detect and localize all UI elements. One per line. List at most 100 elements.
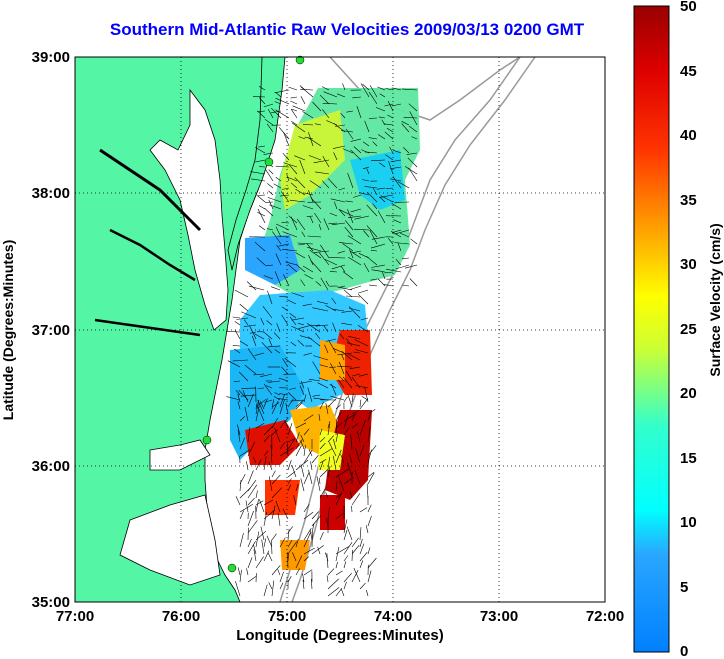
velocity-vector	[238, 371, 249, 382]
velocity-vector	[259, 499, 265, 513]
velocity-vector	[401, 123, 410, 133]
velocity-vector	[239, 479, 242, 492]
velocity-vector	[358, 373, 369, 377]
velocity-vector	[347, 394, 353, 408]
velocity-vector	[342, 271, 354, 280]
velocity-vector	[268, 190, 274, 196]
colorbar-tick-label: 40	[680, 127, 697, 144]
velocity-vector	[372, 141, 378, 147]
velocity-vector	[263, 152, 274, 155]
velocity-vector	[299, 380, 313, 384]
velocity-vector	[278, 377, 289, 382]
velocity-vector	[359, 192, 370, 196]
velocity-vector	[347, 335, 361, 340]
velocity-vector	[359, 543, 365, 555]
velocity-vector	[319, 252, 330, 266]
velocity-vector	[295, 422, 307, 429]
velocity-vector	[359, 538, 363, 548]
velocity-vector	[300, 464, 305, 478]
velocity-vector	[234, 348, 241, 354]
velocity-vector	[270, 107, 282, 119]
velocity-vector	[329, 212, 338, 217]
velocity-vector	[264, 207, 274, 217]
velocity-vector	[384, 103, 394, 107]
velocity-vector	[328, 339, 337, 354]
velocity-vector	[226, 331, 241, 333]
velocity-vector	[321, 86, 330, 91]
velocity-vector	[395, 259, 402, 266]
velocity-vector	[288, 215, 298, 224]
y-axis-label: Latitude (Degrees:Minutes)	[0, 240, 16, 420]
velocity-vector	[307, 235, 322, 238]
velocity-vector	[385, 187, 394, 189]
velocity-vector	[347, 353, 361, 361]
velocity-vector	[335, 481, 338, 492]
velocity-vector	[390, 166, 402, 170]
velocity-vector	[331, 297, 337, 305]
velocity-vector	[239, 510, 244, 520]
velocity-vector	[362, 141, 370, 147]
velocity-vector	[263, 584, 268, 597]
velocity-vector	[300, 86, 314, 98]
velocity-vector	[235, 496, 241, 506]
velocity-patch-north-yellow	[280, 110, 345, 210]
velocity-vector	[366, 589, 369, 597]
velocity-vector	[234, 321, 241, 326]
velocity-vector	[350, 138, 362, 142]
velocity-vector	[288, 392, 297, 401]
velocity-vector	[379, 162, 386, 168]
station-marker-4	[227, 563, 237, 573]
velocity-vector	[330, 383, 337, 396]
velocity-vector	[351, 422, 359, 429]
velocity-vector	[351, 549, 353, 562]
velocity-vector	[387, 238, 394, 245]
x-axis: 77:00 76:00 75:00 74:00 73:00 72:00 Long…	[56, 608, 624, 644]
velocity-vector	[247, 348, 257, 361]
velocity-vector	[322, 109, 330, 119]
colorbar-ticks: 50 45 40 35 30 25 20 15 10 5 0	[680, 0, 697, 659]
velocity-vector	[361, 396, 369, 401]
velocity-vector	[239, 504, 253, 513]
velocity-vector	[264, 118, 274, 126]
velocity-vector	[249, 325, 257, 340]
velocity-vector	[327, 435, 334, 443]
velocity-vector	[393, 219, 402, 224]
velocity-vector	[341, 322, 353, 326]
velocity-vector	[341, 354, 345, 361]
velocity-vector	[281, 314, 289, 326]
velocity-vector	[385, 154, 394, 161]
velocity-vector	[384, 271, 394, 274]
velocity-vector	[279, 295, 289, 298]
velocity-patch-se-red	[325, 410, 372, 500]
velocity-vector	[327, 456, 330, 471]
velocity-vector	[270, 286, 281, 291]
velocity-vector	[339, 333, 345, 340]
velocity-vector	[290, 96, 298, 99]
velocity-vector	[307, 387, 313, 403]
velocity-vector	[291, 317, 305, 321]
velocity-vector	[411, 136, 418, 140]
velocity-vector	[237, 429, 241, 443]
velocity-vector	[367, 515, 372, 527]
land-delmarva	[227, 57, 286, 271]
velocity-vector	[295, 402, 303, 410]
velocity-vector	[367, 409, 376, 415]
velocity-vector	[271, 539, 273, 555]
velocity-vector	[352, 351, 361, 354]
velocity-vector	[370, 249, 378, 252]
chart-title: Southern Mid-Atlantic Raw Velocities 200…	[109, 20, 585, 39]
velocity-vector	[370, 278, 378, 281]
velocity-vector	[319, 469, 329, 478]
velocity-vector	[297, 242, 314, 245]
velocity-vector	[291, 325, 305, 333]
velocity-vector	[404, 264, 418, 269]
velocity-vector	[303, 414, 314, 422]
velocity-vector	[287, 576, 292, 583]
velocity-vector	[287, 177, 298, 182]
velocity-vector	[271, 429, 279, 436]
velocity-vector	[394, 242, 410, 245]
velocity-vector	[338, 242, 354, 245]
velocity-vector	[267, 552, 273, 562]
velocity-vector	[300, 96, 306, 105]
velocity-vector	[303, 532, 311, 548]
